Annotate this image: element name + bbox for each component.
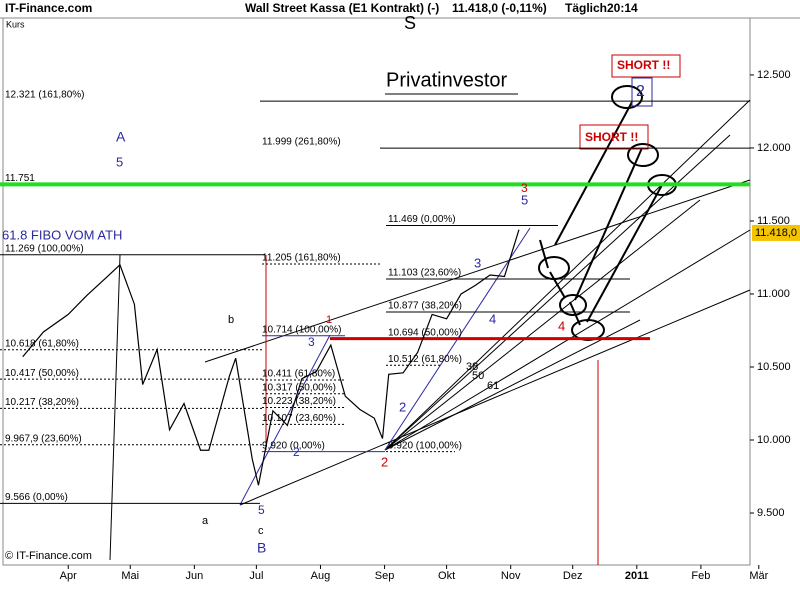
level-label: 10.877 (38,20%) (388, 301, 462, 312)
wave-label: 5 (521, 192, 528, 207)
last-price-label: 11.418,0 (755, 227, 797, 239)
x-tick-label: 2011 (625, 570, 649, 582)
x-tick-label: Nov (501, 570, 521, 582)
subtitle: Privatinvestor (386, 69, 507, 91)
wave-label: 5 (116, 154, 123, 169)
x-tick-label: Jul (249, 570, 263, 582)
wave-label: 4 (489, 311, 496, 326)
level-label: 11.205 (161,80%) (262, 253, 341, 264)
y-tick-label: 9.500 (757, 507, 785, 519)
level-label: 9.920 (0,00%) (262, 440, 325, 451)
wave-label: c (258, 525, 264, 537)
wave-label: 2 (381, 454, 388, 469)
y-tick-label: 11.500 (757, 215, 790, 227)
wave-label: 1 (326, 314, 332, 326)
x-tick-label: Mär (749, 570, 768, 582)
wave-label: 2 (293, 445, 300, 459)
header-text: 20:14 (607, 1, 638, 15)
header-text: Täglich (565, 1, 607, 15)
level-label: 11.103 (23,60%) (388, 268, 461, 279)
level-label: 11.999 (261,80%) (262, 137, 341, 148)
annotation-boxes (385, 54, 681, 150)
x-tick-label: Okt (438, 570, 455, 582)
level-label: 9.566 (0,00%) (5, 492, 68, 503)
header-text: 11.418,0 (-0,11%) (452, 1, 547, 15)
level-label: 11.469 (0,00%) (388, 214, 456, 225)
y-tick-label: 12.500 (757, 69, 791, 81)
header-text: Wall Street Kassa (E1 Kontrakt) (-) (245, 1, 439, 15)
x-tick-label: Dez (563, 570, 583, 582)
wave-label: b (228, 314, 234, 326)
annotation: 61.8 FIBO VOM ATH (2, 227, 122, 242)
x-tick-label: Aug (311, 570, 331, 582)
x-tick-label: Mai (121, 570, 139, 582)
wave-label: 3 (521, 181, 528, 195)
level-label: 10.411 (61,80%) (262, 369, 335, 380)
y-tick-label: 12.000 (757, 142, 791, 154)
level-label: 10.618 (61,80%) (5, 338, 79, 349)
wave-label: 2 (399, 399, 406, 414)
wave-label: 50 (472, 370, 484, 382)
y-tick-label: 10.500 (757, 361, 791, 373)
annotation: 2 (636, 83, 645, 100)
x-tick-label: Sep (375, 570, 395, 582)
y-axis-label: Kurs (6, 19, 25, 29)
wave-label: 61 (487, 380, 499, 392)
level-label: 11.269 (100,00%) (5, 243, 84, 254)
last-price-box (752, 224, 800, 241)
wave-label: 3 (308, 335, 315, 349)
level-label: 10.223 (38,20%) (262, 396, 336, 407)
wave-label: A (116, 129, 126, 145)
header-text: IT-Finance.com (5, 1, 92, 15)
wave-label: 3 (474, 255, 481, 270)
wave-label: a (202, 515, 209, 527)
x-tick-label: Apr (60, 570, 77, 582)
level-label: 10.714 (100,00%) (262, 324, 342, 335)
level-label: 10.512 (61,80%) (388, 354, 462, 365)
wave-label: B (257, 540, 266, 556)
y-tick-label: 11.000 (757, 288, 790, 300)
level-label: 11.751 (5, 173, 35, 184)
x-tick-label: Jun (185, 570, 203, 582)
annotation: S (404, 13, 416, 33)
level-label: 10.107 (23,60%) (262, 413, 336, 424)
level-label: 10.217 (38,20%) (5, 397, 79, 408)
price-line (22, 229, 520, 486)
wave-label: 4 (558, 318, 565, 333)
level-label: 10.417 (50,00%) (5, 368, 79, 379)
level-label: 12.321 (161,80%) (5, 90, 85, 101)
forecast-arrows (538, 85, 677, 341)
wave-label: 5 (258, 503, 265, 517)
wave-label: 38 (466, 361, 478, 373)
copyright: © IT-Finance.com (5, 550, 92, 562)
level-label: 9.920 (100,00%) (388, 440, 462, 451)
y-tick-label: 10.000 (757, 434, 791, 446)
x-tick-label: Feb (691, 570, 710, 582)
annotation: SHORT !! (617, 58, 670, 72)
level-label: 9.967,9 (23,60%) (5, 433, 82, 444)
annotation: SHORT !! (585, 130, 638, 144)
